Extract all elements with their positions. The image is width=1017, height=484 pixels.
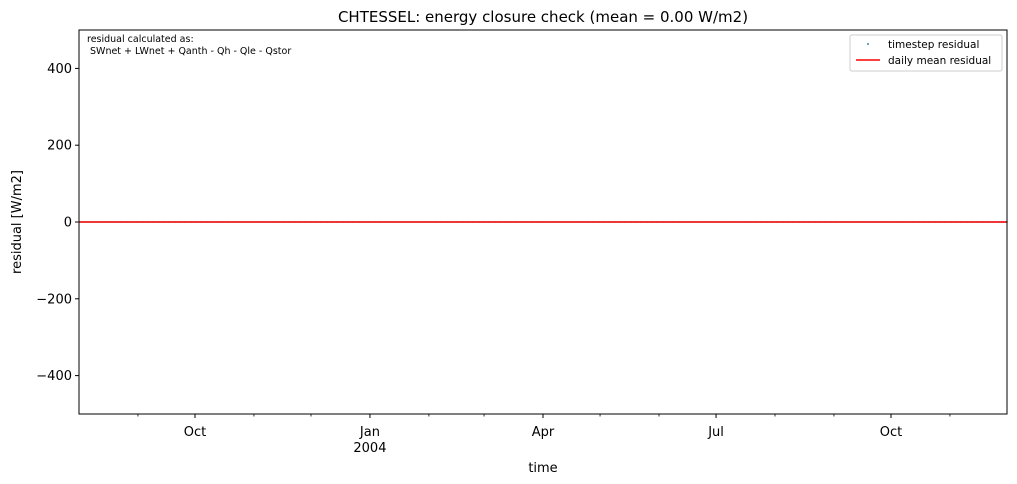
legend-label-daily-mean-residual: daily mean residual <box>888 55 991 67</box>
legend: timestep residual daily mean residual <box>849 34 1003 72</box>
y-tick-label: −400 <box>36 369 72 384</box>
series-layer <box>78 221 1008 223</box>
annotation-line-1: residual calculated as: <box>87 34 194 45</box>
chart-title: CHTESSEL: energy closure check (mean = 0… <box>338 8 748 26</box>
y-tick-label: −200 <box>36 292 72 307</box>
x-tick-label: Oct <box>880 425 902 440</box>
legend-box <box>849 34 1003 72</box>
x-tick-label: Jan <box>359 425 380 440</box>
y-axis-ticks: 400 200 0 −200 −400 <box>36 62 79 384</box>
annotation-line-2: SWnet + LWnet + Qanth - Qh - Qle - Qstor <box>87 46 291 57</box>
legend-marker-timestep-residual <box>866 42 870 46</box>
legend-label-timestep-residual: timestep residual <box>888 39 979 51</box>
x-tick-label: Apr <box>532 425 555 440</box>
x-tick-sublabel: 2004 <box>353 441 386 456</box>
y-tick-label: 200 <box>47 139 72 154</box>
x-tick-label: Jul <box>707 425 724 440</box>
y-axis-label: residual [W/m2] <box>10 170 25 274</box>
plot-frame <box>78 29 1008 415</box>
x-tick-label: Oct <box>184 425 206 440</box>
y-tick-label: 0 <box>64 216 72 231</box>
x-axis-label: time <box>528 461 557 476</box>
y-tick-label: 400 <box>47 62 72 77</box>
